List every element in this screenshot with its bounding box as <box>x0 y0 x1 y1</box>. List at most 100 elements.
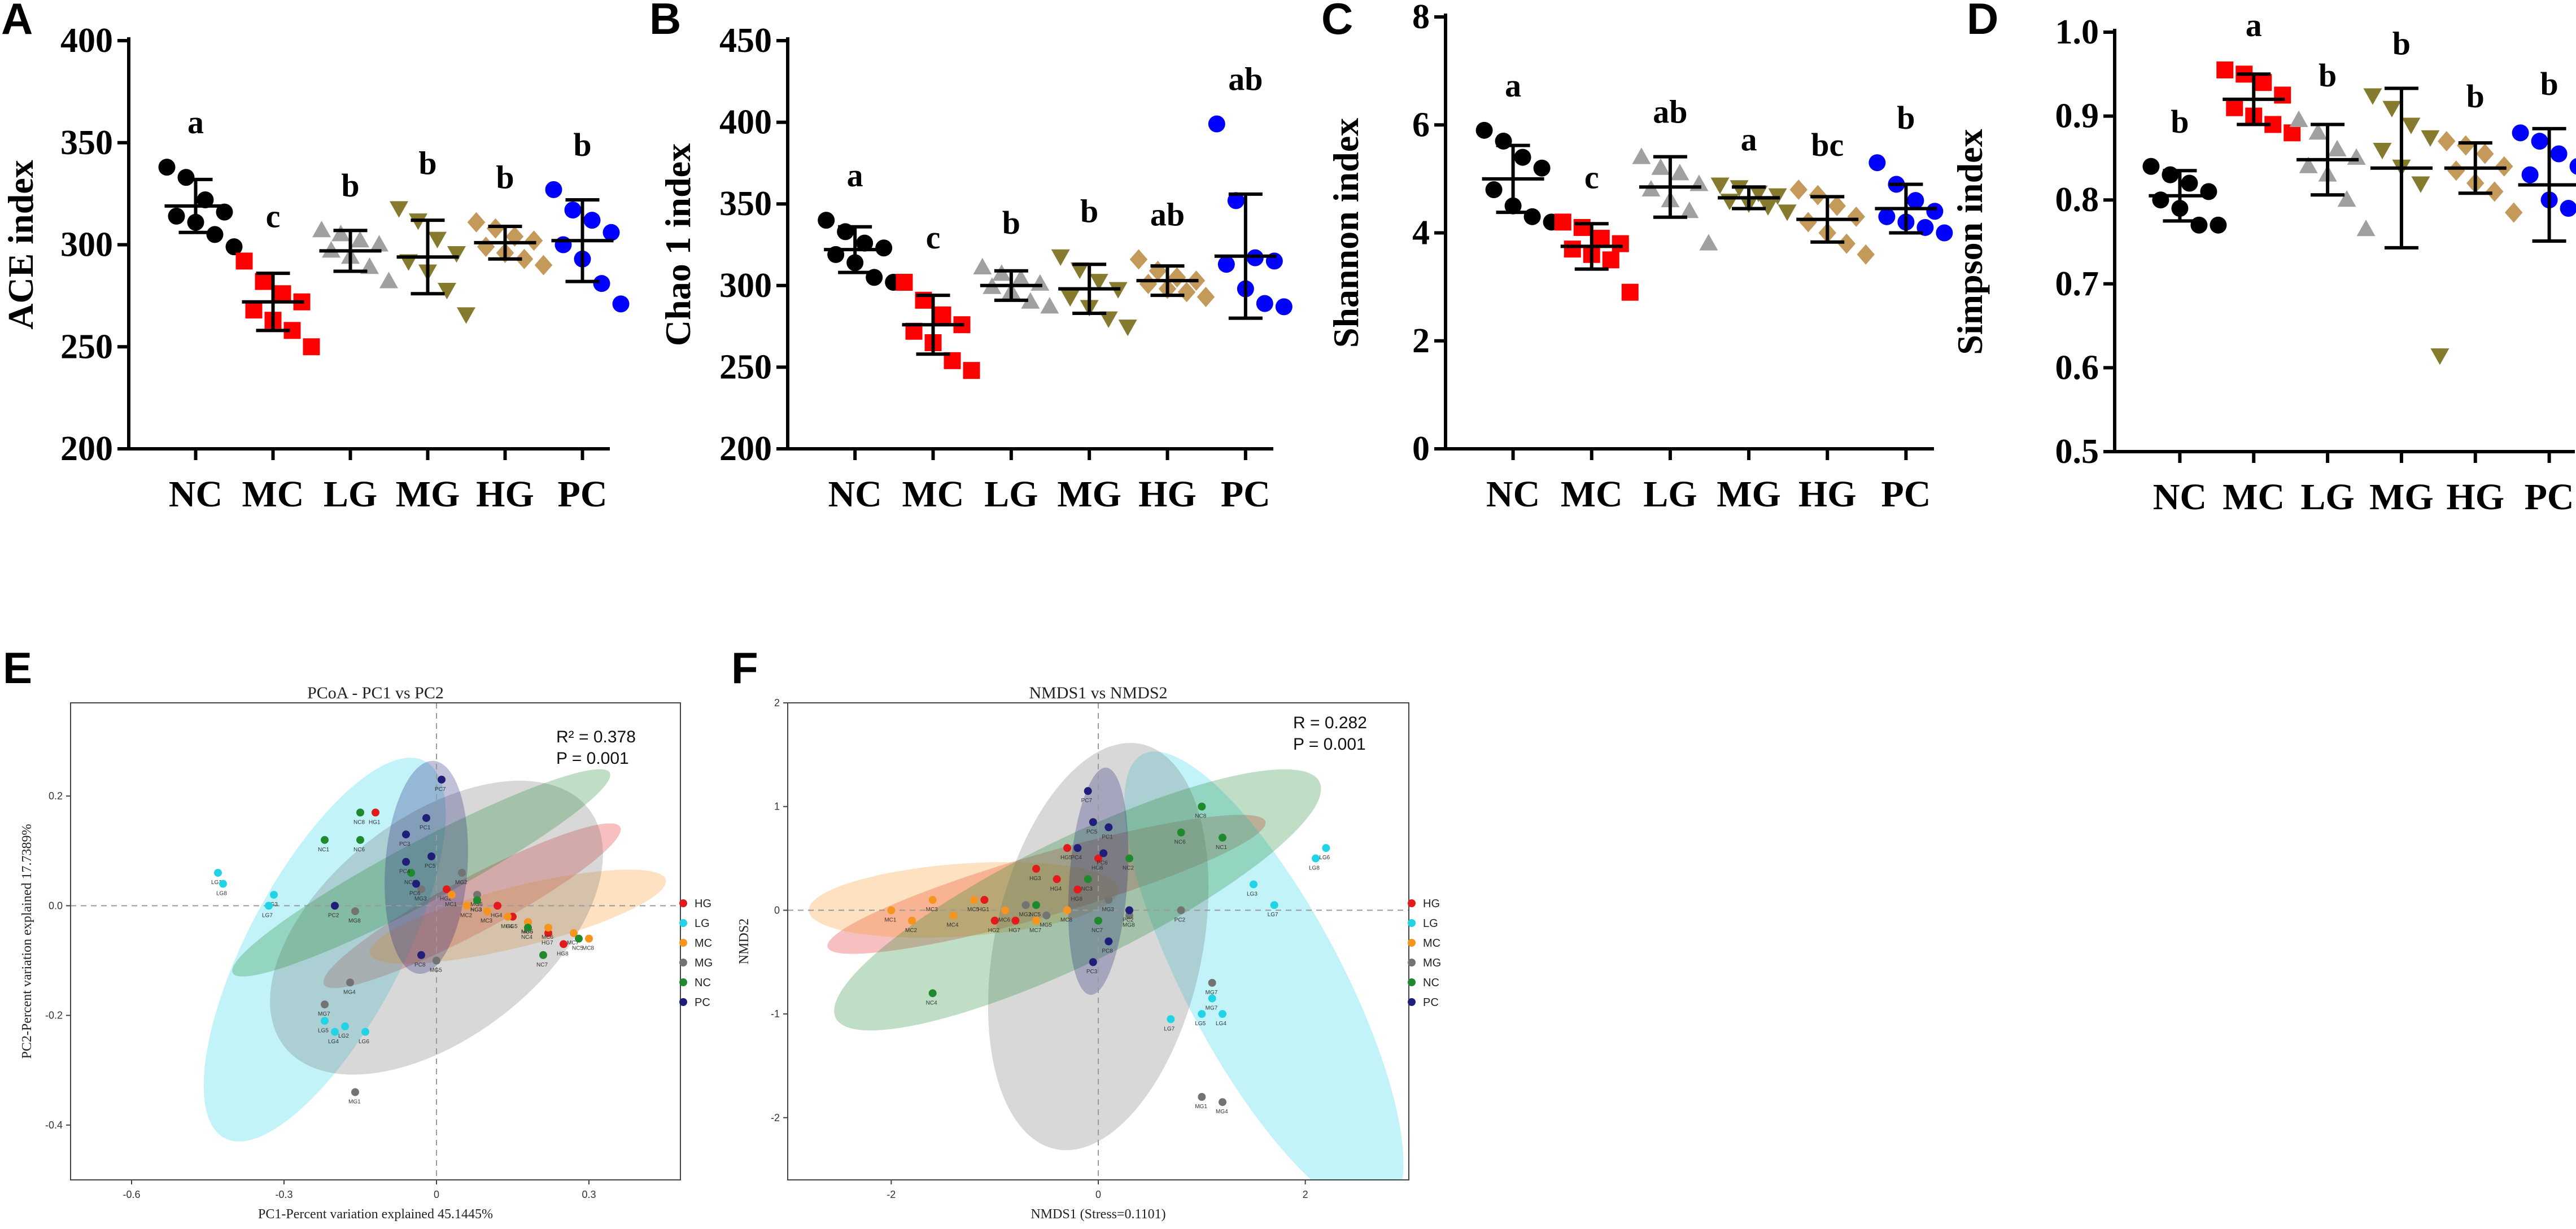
y-tick-label: 0 <box>774 904 780 916</box>
dot-panel-B: B 200 250 300 350 400 450 Chao 1 index NC MC LG MG H… <box>649 0 1293 515</box>
sample-point <box>494 902 501 910</box>
series-HG: b <box>2438 78 2523 223</box>
data-point <box>1926 203 1944 220</box>
data-point <box>973 257 992 274</box>
sample-label: MG3 <box>1102 907 1114 913</box>
data-point <box>370 235 388 252</box>
sample-label: MC4 <box>501 924 513 930</box>
data-point <box>2457 135 2475 156</box>
panel-label-A: A <box>1 0 33 43</box>
y-axis-label: Shannon index <box>1326 118 1366 348</box>
sample-label: HG5 <box>506 924 518 930</box>
data-point <box>245 301 263 319</box>
data-point <box>274 285 291 303</box>
series-LG: b <box>973 204 1059 314</box>
data-point <box>2226 99 2243 116</box>
series-HG: ab <box>1129 196 1215 308</box>
data-point <box>1789 180 1807 200</box>
point-group-PC: PC7 PC1 PC3 PC4 PC5 PC6 PC2 PC8 <box>328 775 446 968</box>
data-point <box>534 255 553 275</box>
data-point <box>934 306 951 323</box>
y-tick-label: 1.0 <box>2055 13 2099 51</box>
sample-point <box>1198 1093 1206 1101</box>
data-point <box>2162 166 2179 183</box>
x-tick-label: NC <box>1486 474 1540 515</box>
sample-point <box>539 951 547 959</box>
confidence-ellipse-LG <box>203 758 446 1141</box>
data-point <box>1758 199 1778 216</box>
sample-point <box>1104 896 1113 904</box>
legend-marker <box>1408 919 1416 927</box>
sample-label: HG2 <box>988 928 1000 934</box>
significance-letter: b <box>2466 78 2485 115</box>
point-group-LG: LG1LG8LG3LG7LG5LG4LG6LG2 <box>211 869 369 1045</box>
sample-point <box>1094 916 1102 925</box>
sample-point <box>1104 937 1113 946</box>
sample-point <box>417 951 425 959</box>
x-tick-label: LG <box>2300 476 2354 518</box>
data-point <box>1485 181 1503 198</box>
x-tick-label: LG <box>324 474 377 515</box>
data-point <box>992 264 1011 281</box>
series-MC: a <box>2216 7 2301 142</box>
sample-label: NC3 <box>1081 886 1093 892</box>
y-tick-label: 1 <box>774 801 780 812</box>
sample-point <box>1084 875 1092 884</box>
x-tick-label: HG <box>476 474 534 515</box>
sample-point <box>214 869 222 877</box>
sample-label: MG7 <box>318 1011 330 1017</box>
x-tick-label: 0 <box>434 1189 439 1200</box>
data-point <box>2521 166 2539 183</box>
data-point <box>2142 158 2160 175</box>
sample-label: LG2 <box>338 1033 349 1039</box>
y-tick-label: 0.9 <box>2055 97 2099 135</box>
data-point <box>1602 251 1619 269</box>
dot-panel-D: D 0.5 0.6 0.7 0.8 0.9 1.0 Simpson index NC MC LG MG… <box>1950 0 2576 518</box>
legend-marker <box>1408 978 1416 986</box>
y-tick-label: 0.5 <box>2055 432 2099 471</box>
data-point <box>1021 292 1040 309</box>
sample-point <box>1032 864 1040 873</box>
series-NC: a <box>818 157 902 291</box>
series-LG: b <box>312 167 398 288</box>
legend: HG LG MC MG NC PC <box>1408 898 1441 1009</box>
sample-point <box>1125 906 1133 915</box>
sample-label: LG7 <box>1268 912 1278 918</box>
data-point <box>216 203 233 221</box>
data-point <box>2512 124 2529 142</box>
sample-point <box>1270 901 1278 909</box>
data-point <box>1670 164 1689 181</box>
sample-point <box>438 775 446 784</box>
legend-label: HG <box>1423 898 1440 910</box>
data-point <box>2337 190 2356 207</box>
sample-point <box>1032 916 1040 925</box>
significance-letter: a <box>1741 121 1757 158</box>
data-point <box>1514 148 1531 166</box>
y-tick-label: 300 <box>719 266 772 305</box>
x-tick-label: 2 <box>1303 1189 1308 1200</box>
data-point <box>2216 61 2234 78</box>
data-point <box>856 234 874 252</box>
sample-label: MC1 <box>884 917 897 923</box>
data-point <box>1089 274 1108 291</box>
data-point <box>303 338 320 356</box>
series-MG: a <box>1710 121 1797 221</box>
sample-label: HG2 <box>440 896 452 902</box>
y-tick-label: 250 <box>60 327 113 366</box>
sample-point <box>219 880 227 888</box>
sample-point <box>1104 823 1113 832</box>
data-point <box>428 231 447 248</box>
x-tick-label: MC <box>1561 474 1623 515</box>
y-tick-label: 6 <box>1412 106 1430 144</box>
x-tick-label: LG <box>1643 474 1697 515</box>
confidence-ellipse-LG <box>1124 751 1404 1180</box>
legend-marker <box>1408 998 1416 1006</box>
x-tick-label: MC <box>902 474 964 515</box>
sample-label: MG8 <box>1123 922 1135 929</box>
sample-point <box>473 896 481 904</box>
data-point <box>2289 110 2308 128</box>
sample-label: NC1 <box>1216 845 1227 851</box>
sample-point <box>1219 1098 1226 1106</box>
series-PC: ab <box>1208 60 1293 320</box>
